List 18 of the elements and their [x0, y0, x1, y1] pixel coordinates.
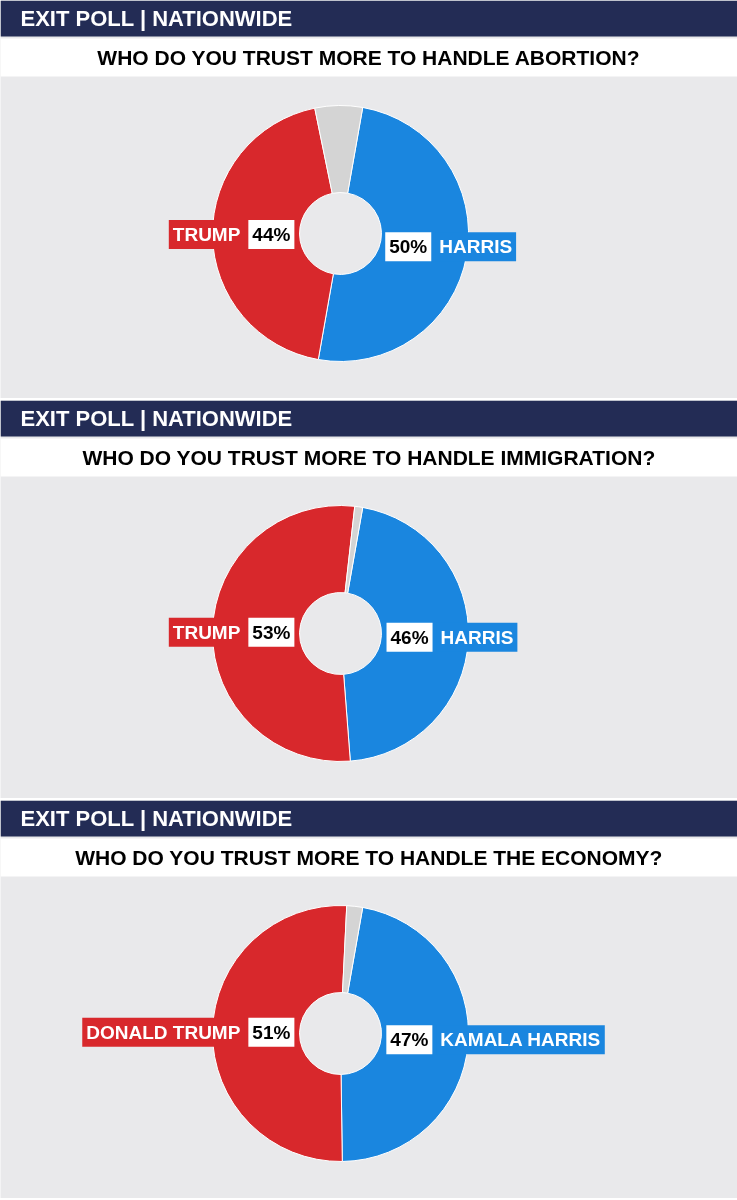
chart-title: EXIT POLL | NATIONWIDE	[20, 806, 293, 831]
slice-label: TRUMP	[172, 224, 241, 246]
slice-label: DONALD TRUMP	[86, 1021, 241, 1043]
slice-label: KAMALA HARRIS	[440, 1029, 601, 1051]
slice-label: TRUMP	[172, 621, 241, 643]
data-label: 44%	[252, 224, 291, 246]
chart-subtitle: WHO DO YOU TRUST MORE TO HANDLE IMMIGRATION?	[82, 446, 656, 469]
chart-title: EXIT POLL | NATIONWIDE	[20, 6, 293, 31]
chart-subtitle: WHO DO YOU TRUST MORE TO HANDLE ABORTION?	[97, 46, 640, 69]
chart-subtitle: WHO DO YOU TRUST MORE TO HANDLE THE ECONOMY?	[75, 846, 663, 869]
chart-title: EXIT POLL | NATIONWIDE	[20, 406, 293, 431]
data-label: 47%	[390, 1029, 429, 1051]
slice-label: HARRIS	[439, 236, 513, 258]
data-label: 46%	[390, 626, 429, 648]
data-label: 50%	[389, 236, 428, 258]
slice-label: HARRIS	[440, 626, 514, 648]
data-label: 53%	[252, 621, 291, 643]
data-label: 51%	[252, 1021, 291, 1043]
